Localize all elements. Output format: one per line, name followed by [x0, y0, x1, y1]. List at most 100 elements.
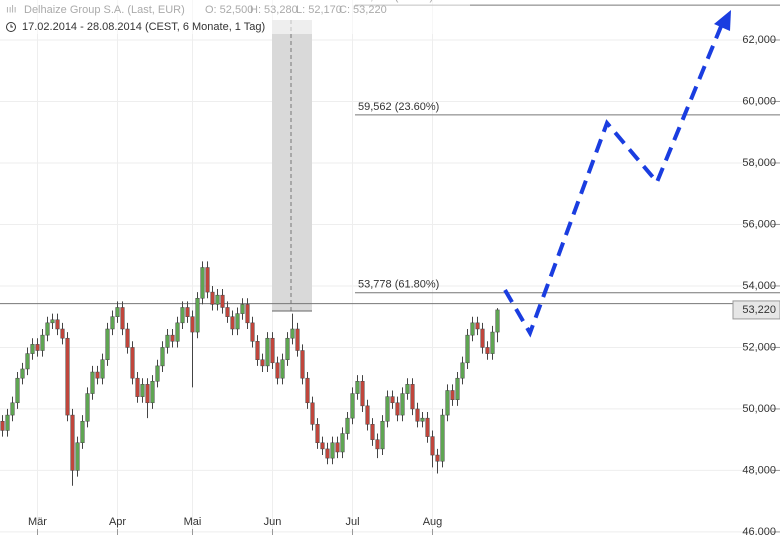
- candle-body: [195, 297, 200, 333]
- candle-body: [465, 334, 470, 364]
- candle-body: [160, 347, 165, 367]
- candle-body: [135, 377, 140, 397]
- candle-body: [110, 316, 115, 330]
- candle-body: [200, 267, 205, 299]
- candle-body: [25, 353, 30, 370]
- candle-body: [100, 359, 105, 379]
- candle-body: [355, 381, 360, 394]
- candle-body: [275, 362, 280, 379]
- candle-body: [185, 307, 190, 317]
- candle-body: [300, 350, 305, 379]
- arrow-head: [714, 10, 731, 31]
- candle-body: [210, 291, 215, 305]
- candle-body: [395, 402, 400, 416]
- highlight-zone: [272, 20, 312, 311]
- axis: 46,000 48,000 50,000 52,000 54,000 56,000 58,0…: [28, 34, 780, 535]
- candle-body: [460, 362, 465, 379]
- candle-body: [65, 337, 70, 416]
- ohlc-label: O: 52,500: [205, 4, 253, 16]
- candle-body: [50, 319, 55, 324]
- candle-body: [145, 384, 150, 404]
- candle-body: [90, 371, 95, 394]
- candle-body: [220, 294, 225, 308]
- candle-body: [125, 328, 130, 348]
- candle-body: [345, 417, 350, 434]
- candle-body: [10, 402, 15, 416]
- candle-body: [130, 347, 135, 379]
- last-price-box: [732, 300, 780, 320]
- clock-icon: [6, 22, 16, 32]
- candle-body: [75, 442, 80, 471]
- candle-body: [30, 344, 35, 354]
- candle-body: [330, 442, 335, 459]
- candle-body: [40, 334, 45, 351]
- candle-body: [240, 304, 245, 314]
- candle-body: [415, 408, 420, 422]
- ohlc-label: H: 53,280: [250, 4, 298, 16]
- candle-body: [45, 322, 50, 336]
- candle-body: [365, 405, 370, 425]
- candle-body: [115, 307, 120, 317]
- candle-body: [350, 393, 355, 419]
- candle-body: [445, 390, 450, 416]
- x-tick-label: Mai: [184, 516, 202, 528]
- candle-body: [0, 420, 5, 431]
- candle-body: [305, 377, 310, 404]
- candle-body: [205, 267, 210, 293]
- candle-body: [485, 347, 490, 354]
- y-tick-label: 62,000: [742, 34, 776, 46]
- y-tick-label: 56,000: [742, 218, 776, 230]
- candle-body: [340, 433, 345, 453]
- candle-body: [170, 334, 175, 342]
- candle-body: [325, 448, 330, 459]
- candle-body: [435, 454, 440, 462]
- candle-body: [235, 313, 240, 330]
- y-tick-label: 60,000: [742, 95, 776, 107]
- candle-body: [375, 439, 380, 450]
- candle-body: [140, 384, 145, 397]
- candle-body: [490, 331, 495, 354]
- candle-body: [405, 384, 410, 394]
- x-tick-label: Jun: [264, 516, 282, 528]
- candle-body: [315, 424, 320, 444]
- y-tick-label: 50,000: [742, 403, 776, 415]
- candle-body: [245, 304, 250, 324]
- candle-body: [335, 442, 340, 453]
- ohlc-label: C: 53,220: [339, 4, 387, 16]
- candle-body: [150, 381, 155, 404]
- candle-body: [430, 436, 435, 456]
- candle-body: [230, 316, 235, 330]
- candle-body: [20, 368, 25, 379]
- candle-body: [250, 322, 255, 342]
- candle-body: [165, 334, 170, 348]
- candle-body: [385, 396, 390, 422]
- candles: [0, 261, 500, 486]
- candle-body: [400, 393, 405, 416]
- candle-body: [440, 414, 445, 462]
- candle-body: [225, 307, 230, 317]
- candle-body: [105, 328, 110, 360]
- candle-body: [265, 337, 270, 367]
- candle-body: [320, 442, 325, 450]
- candle-body: [215, 294, 220, 305]
- candle-body: [55, 319, 60, 330]
- fib-label: 53,778 (61.80%): [358, 279, 439, 291]
- candle-body: [420, 417, 425, 422]
- clock-hands: [10, 24, 13, 28]
- candle-body: [495, 309, 500, 333]
- last-price-label: 53,220: [742, 304, 776, 316]
- candle-body: [450, 390, 455, 400]
- candle-body: [60, 328, 65, 339]
- candle-body: [85, 393, 90, 422]
- chart-title: Delhaize Group S.A. (Last, EUR): [24, 4, 185, 16]
- candle-body: [270, 337, 275, 364]
- candle-body: [190, 316, 195, 333]
- candle-body: [290, 328, 295, 339]
- ohlc-label: L: 52,170: [296, 4, 342, 16]
- forecast-arrow: [503, 23, 724, 338]
- candle-body: [380, 420, 385, 450]
- candle-body: [280, 359, 285, 379]
- chart-subtitle: 17.02.2014 - 28.08.2014 (CEST, 6 Monate,…: [22, 21, 265, 33]
